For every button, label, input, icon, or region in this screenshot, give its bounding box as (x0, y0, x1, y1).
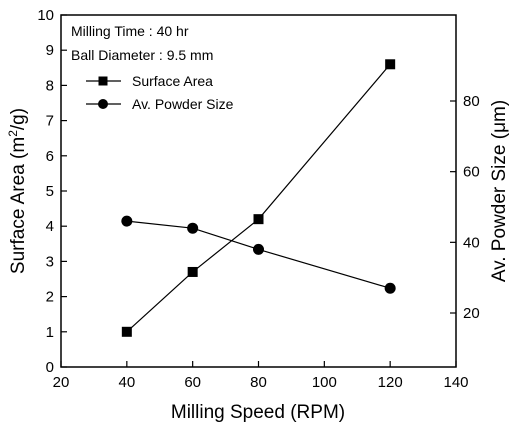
x-tick-label: 140 (443, 374, 468, 391)
y-left-tick-label: 0 (46, 359, 54, 376)
data-point-surface-area (253, 214, 264, 225)
y-left-tick-label: 7 (46, 113, 54, 130)
legend-label-powder-size: Av. Powder Size (132, 96, 234, 112)
annotation-milling-time: Milling Time : 40 hr (71, 23, 189, 39)
y-left-tick-label: 5 (46, 183, 54, 200)
data-point-powder-size (121, 215, 133, 227)
y-left-tick-label: 4 (46, 218, 54, 235)
x-tick-label: 120 (378, 374, 403, 391)
y-axis-left-title: Surface Area (m2/g) (6, 108, 29, 274)
y-right-tick-label: 40 (463, 234, 480, 251)
data-point-surface-area (121, 326, 132, 337)
y-right-tick-label: 20 (463, 305, 480, 322)
y-axis-left: 0 1 2 3 4 5 6 7 8 9 10 (37, 7, 67, 376)
plot-frame (60, 14, 457, 368)
series-line-powder-size (126, 220, 391, 289)
y-left-tick-label: 9 (46, 42, 54, 59)
x-axis: 20 40 60 80 100 120 140 (53, 361, 469, 391)
y-left-tick-label: 2 (46, 289, 54, 306)
legend: Surface Area Av. Powder Size (86, 73, 234, 112)
y-left-tick-label: 3 (46, 253, 54, 270)
y-left-tick-label: 10 (37, 7, 54, 24)
x-axis-title: Milling Speed (RPM) (171, 402, 345, 423)
x-tick-label: 100 (312, 374, 337, 391)
y-axis-left-title-sup: 2 (6, 130, 20, 137)
y-axis-right: 20 40 60 80 (450, 93, 480, 322)
series-line-surface-area (126, 63, 391, 333)
x-tick-label: 20 (53, 374, 70, 391)
y-axis-left-title-base: Surface Area (m (8, 137, 29, 274)
series-lines (126, 63, 391, 333)
y-left-tick-label: 6 (46, 148, 54, 165)
x-tick-label: 40 (118, 374, 135, 391)
data-point-surface-area (187, 266, 198, 277)
series-markers (121, 59, 396, 337)
data-point-powder-size (253, 243, 264, 255)
y-right-tick-label: 80 (463, 93, 480, 110)
legend-marker-square-icon (98, 76, 108, 86)
y-axis-left-title-tail: /g) (8, 108, 29, 130)
x-tick-label: 80 (250, 374, 267, 391)
legend-marker-circle-icon (98, 99, 108, 109)
y-left-tick-label: 1 (46, 324, 54, 341)
data-point-powder-size (187, 222, 199, 234)
data-point-surface-area (385, 59, 396, 70)
y-left-tick-label: 8 (46, 77, 54, 94)
y-right-tick-label: 60 (463, 164, 480, 181)
x-tick-label: 60 (184, 374, 201, 391)
y-axis-right-title: Av. Powder Size (μm) (489, 100, 510, 282)
legend-label-surface-area: Surface Area (132, 73, 213, 89)
annotation-ball-diameter: Ball Diameter : 9.5 mm (71, 47, 213, 63)
data-point-powder-size (384, 282, 396, 294)
